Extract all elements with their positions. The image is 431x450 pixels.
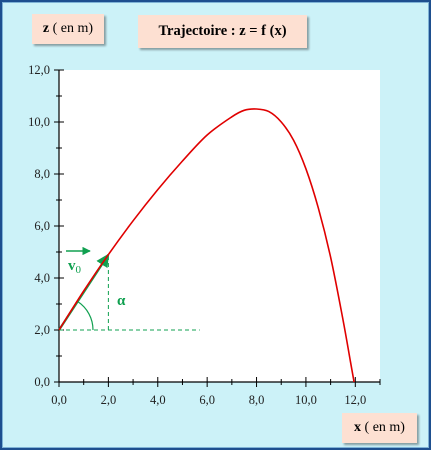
y-tick-label: 10,0 (28, 115, 50, 129)
v0-main: v (68, 258, 76, 274)
x-axis-label: x ( en m) (342, 413, 417, 443)
x-tick-label: 6,0 (199, 393, 215, 407)
y-axis-unit: ( en m) (52, 21, 94, 36)
y-tick-label: 2,0 (34, 323, 50, 337)
plot-area (59, 70, 380, 382)
y-axis-variable: z (42, 21, 50, 36)
x-axis-unit: ( en m) (364, 420, 405, 435)
y-axis-label: z ( en m) (32, 14, 104, 44)
y-tick-label: 0,0 (34, 375, 50, 389)
y-tick-label: 6,0 (34, 219, 50, 233)
x-tick-label: 12,0 (344, 393, 366, 407)
y-tick-label: 8,0 (34, 167, 50, 181)
x-tick-label: 8,0 (249, 393, 265, 407)
angle-arc (77, 301, 94, 331)
x-axis-variable: x (354, 420, 362, 435)
y-tick-label: 4,0 (34, 271, 50, 285)
x-tick-label: 0,0 (51, 393, 67, 407)
trajectory-curve (58, 108, 355, 383)
x-tick-label: 10,0 (295, 393, 317, 407)
chart-title: Trajectoire : z = f (x) (138, 15, 307, 48)
v0-subscript: 0 (76, 264, 82, 276)
y-tick-label: 12,0 (28, 63, 50, 77)
alpha-label: α (117, 293, 126, 309)
v0-label: v0 (68, 258, 82, 276)
x-tick-label: 4,0 (150, 393, 166, 407)
x-tick-label: 2,0 (101, 393, 117, 407)
